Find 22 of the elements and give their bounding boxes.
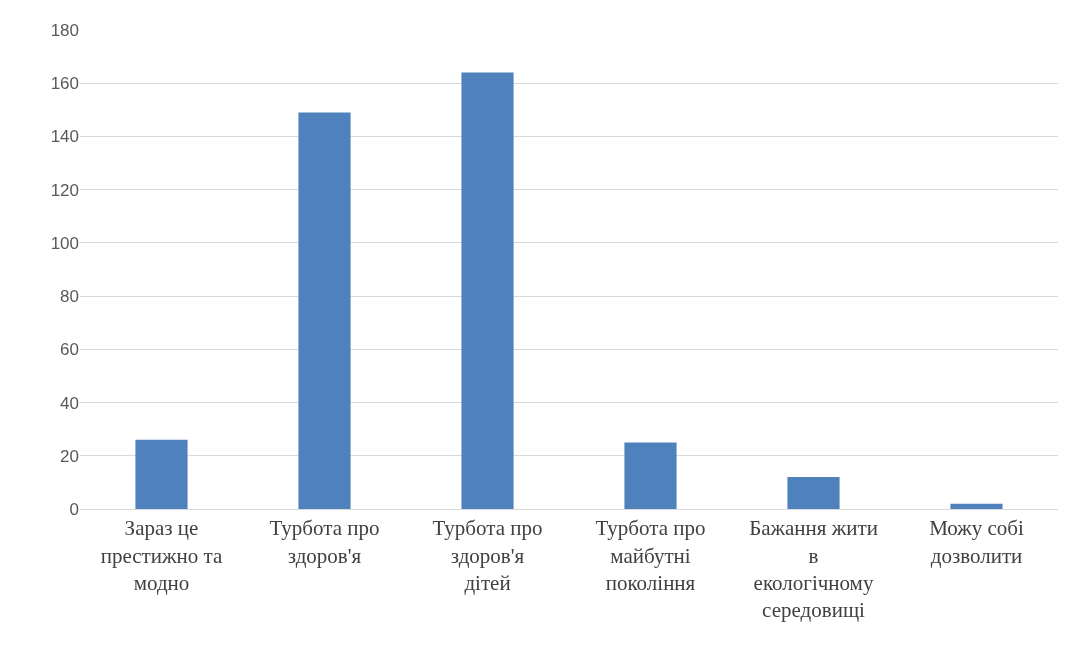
y-tick-label: 40 [60,393,79,413]
y-tick-label: 80 [60,287,79,307]
y-tick-label: 20 [60,446,79,466]
bar [135,439,188,509]
bar [624,442,677,509]
y-tick-label: 0 [69,499,79,519]
y-tick-label: 120 [50,180,79,200]
x-tick-label: Бажання жити в екологічному середовищі [749,516,878,623]
bar [461,72,514,509]
y-tick-label: 60 [60,340,79,360]
bar [787,477,840,509]
y-tick-label: 180 [50,20,79,40]
x-tick-label: Турбота про здоров'я [269,516,380,568]
y-tick-label: 160 [50,74,79,94]
y-tick-label: 100 [50,233,79,253]
y-tick-label: 140 [50,127,79,147]
x-tick-label: Можу собі дозволити [929,516,1025,568]
bar [298,112,351,509]
x-tick-label: Зараз це престижно та модно [100,516,223,595]
x-tick-label: Турбота про здоров'я дітей [432,516,543,595]
x-tick-label: Турбота про майбутні покоління [595,516,706,595]
bar [950,503,1003,509]
